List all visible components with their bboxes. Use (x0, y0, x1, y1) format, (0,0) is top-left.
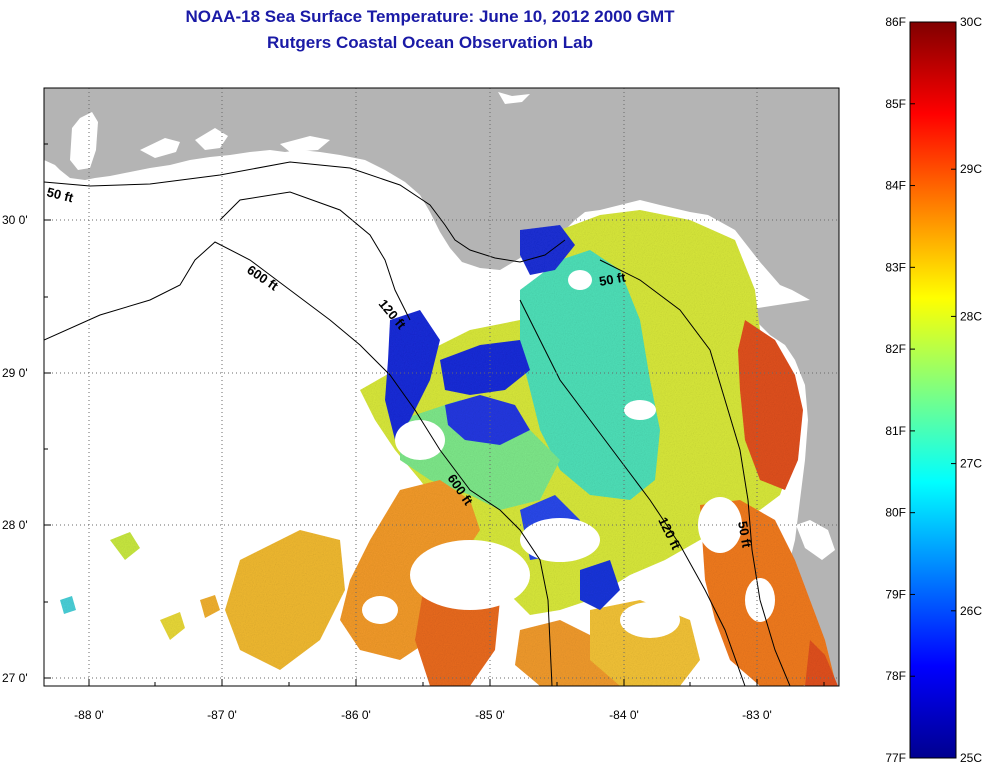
mobile-bay (70, 112, 98, 170)
colorbar-label-f: 86F (885, 15, 906, 29)
lon-label: -88 0' (74, 708, 104, 722)
lat-label: 28 0' (2, 518, 28, 532)
lon-label: -83 0' (742, 708, 772, 722)
land-north (44, 88, 839, 300)
colorbar-ticks: 86F 85F 84F 83F 82F 81F 80F 79F 78F 77F 30C 29C 28C 2… (885, 15, 982, 765)
st-andrews-bay (280, 136, 330, 152)
lon-label: -87 0' (207, 708, 237, 722)
colorbar-label-f: 85F (885, 97, 906, 111)
colorbar-label-f: 79F (885, 587, 906, 601)
contour-label: 50 ft (45, 184, 75, 205)
colorbar (909, 21, 957, 759)
colorbar-label-f: 84F (885, 179, 906, 193)
map-frame (43, 87, 840, 687)
contour-label: 50 ft (598, 269, 628, 289)
colorbar-label-f: 81F (885, 424, 906, 438)
colorbar-label-f: 78F (885, 669, 906, 683)
map-subtitle: Rutgers Coastal Ocean Observation Lab (267, 33, 593, 52)
lon-label: -85 0' (475, 708, 505, 722)
choctawhatchee-bay (195, 128, 228, 150)
contour-120ft-panhandle (219, 191, 411, 321)
colorbar-label-f: 80F (885, 506, 906, 520)
lon-axis-labels: -88 0' -87 0' -86 0' -85 0' -84 0' -83 0… (74, 708, 772, 722)
colorbar-label-c: 27C (960, 457, 982, 471)
lon-label: -86 0' (341, 708, 371, 722)
graticule (44, 88, 839, 686)
contour-120ft-shelf (519, 299, 746, 686)
lon-label: -84 0' (609, 708, 639, 722)
colorbar-label-f: 82F (885, 342, 906, 356)
colorbar-label-c: 26C (960, 604, 982, 618)
lake-seminole (498, 92, 530, 104)
tampa-bay (796, 520, 835, 560)
lat-label: 29 0' (2, 366, 28, 380)
map-title: NOAA-18 Sea Surface Temperature: June 10… (185, 7, 675, 26)
lat-label: 27 0' (2, 671, 28, 685)
colorbar-label-c: 25C (960, 751, 982, 765)
bathymetry-contours (44, 161, 791, 686)
land-peninsula (745, 300, 839, 686)
contour-600ft (44, 241, 553, 686)
colorbar-label-c: 28C (960, 309, 982, 323)
colorbar-label-f: 83F (885, 260, 906, 274)
colorbar-label-f: 77F (885, 751, 906, 765)
axis-ticks (44, 143, 825, 686)
colorbar-label-c: 29C (960, 162, 982, 176)
contour-50ft-peninsula (599, 259, 791, 686)
lat-axis-labels: 30 0' 29 0' 28 0' 27 0' (2, 213, 28, 685)
pensacola-bay (140, 138, 180, 158)
contour-50ft-panhandle (44, 161, 566, 263)
lat-label: 30 0' (2, 213, 28, 227)
colorbar-label-c: 30C (960, 15, 982, 29)
contour-label: 50 ft (735, 520, 755, 550)
